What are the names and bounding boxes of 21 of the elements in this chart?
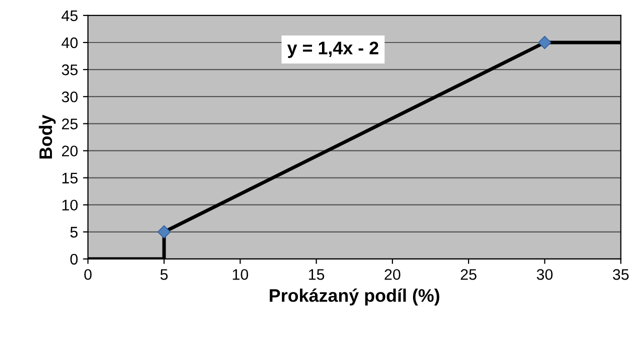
y-tick-label: 5 [70,226,78,238]
x-tick-label: 10 [232,269,248,280]
x-tick-label: 15 [308,269,324,280]
y-axis-title: Body [38,114,56,159]
y-tick-label: 15 [62,172,78,184]
y-tick-label: 10 [62,200,78,211]
x-tick-label: 20 [384,269,400,280]
y-tick-label: 35 [62,64,78,76]
y-tick-label: 45 [62,10,78,22]
y-tick-label: 25 [62,118,78,130]
y-tick-label: 20 [62,146,78,156]
x-tick-label: 0 [84,269,92,280]
x-tick-label: 35 [612,269,629,280]
x-tick-label: 25 [460,269,476,280]
y-tick-label: 30 [62,91,78,102]
x-axis-title: Prokázaný podíl (%) [270,288,440,306]
y-tick-label: 0 [70,254,78,265]
annotation: y = 1,4x - 2 [287,42,378,58]
x-tick-label: 5 [160,269,168,280]
x-tick-label: 30 [536,269,553,280]
y-tick-label: 40 [62,37,78,48]
